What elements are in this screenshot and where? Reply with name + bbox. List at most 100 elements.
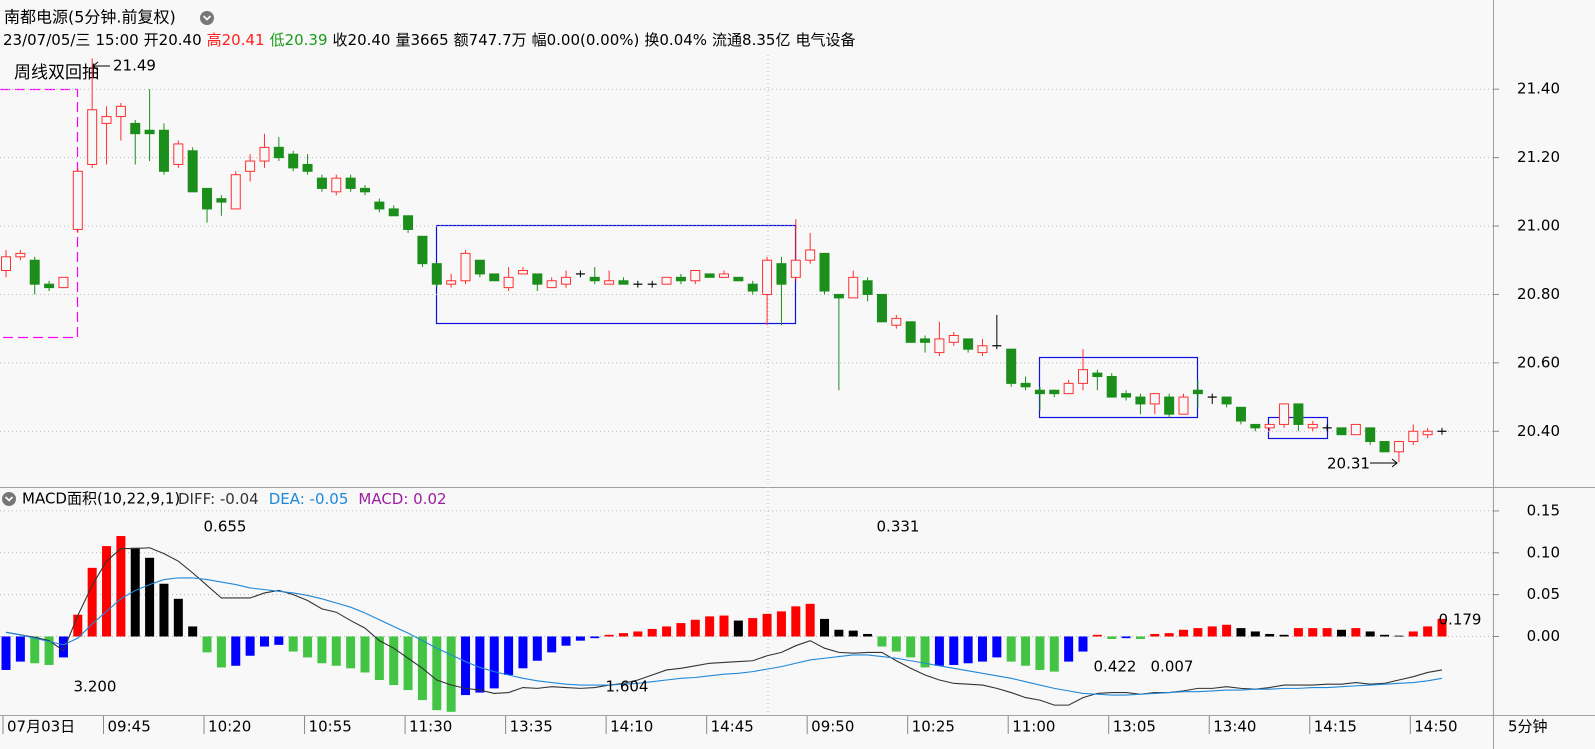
y-tick-label: 21.20 bbox=[1517, 148, 1560, 166]
macd-bar bbox=[647, 628, 657, 637]
candle-body bbox=[819, 252, 830, 292]
macd-bar bbox=[475, 636, 485, 693]
candle-body bbox=[977, 345, 988, 354]
candle-body bbox=[848, 276, 859, 299]
candle-body bbox=[403, 215, 414, 230]
candle-body bbox=[1020, 382, 1031, 388]
y-tick-label: 20.40 bbox=[1517, 422, 1560, 440]
macd-bar bbox=[274, 636, 284, 645]
macd-bar bbox=[346, 636, 356, 669]
y-tick-label: 21.00 bbox=[1517, 217, 1560, 235]
candle-body bbox=[532, 273, 543, 285]
candle-body bbox=[1135, 396, 1146, 405]
x-tick-label: 11:30 bbox=[409, 718, 452, 736]
candle-body bbox=[905, 321, 916, 343]
candle-body bbox=[675, 276, 686, 282]
legend-entry: DIFF: -0.04 bbox=[178, 490, 259, 508]
area-label: 0.655 bbox=[204, 518, 247, 536]
y-tick-label: 20.60 bbox=[1517, 353, 1560, 371]
macd-bar bbox=[259, 636, 269, 647]
macd-bar bbox=[848, 630, 858, 637]
macd-bar bbox=[145, 557, 155, 637]
macd-bar bbox=[906, 636, 916, 658]
macd-bar bbox=[748, 618, 758, 637]
candle-body bbox=[360, 187, 370, 193]
macd-bar bbox=[202, 636, 212, 653]
annotation: 周线双回抽 bbox=[14, 63, 99, 83]
macd-bar bbox=[1035, 636, 1045, 670]
macd-bar bbox=[877, 636, 887, 647]
macd-bar bbox=[73, 614, 83, 637]
candle-body bbox=[345, 177, 356, 189]
macd-bar bbox=[87, 567, 97, 637]
x-tick-label: 11:00 bbox=[1012, 718, 1055, 736]
menu-icon[interactable] bbox=[2, 492, 16, 506]
macd-bar bbox=[15, 636, 25, 662]
macd-bar bbox=[618, 633, 628, 637]
candle-body bbox=[546, 280, 557, 289]
macd-bar bbox=[963, 636, 973, 664]
quote-field: 收20.40 bbox=[333, 31, 391, 49]
macd-bar bbox=[245, 636, 255, 656]
candle-body bbox=[704, 273, 715, 278]
x-tick-label: 09:45 bbox=[108, 718, 151, 736]
macd-bar bbox=[791, 606, 801, 637]
candle-body bbox=[1235, 406, 1246, 422]
candle-body bbox=[589, 276, 600, 282]
area-label: 1.604 bbox=[606, 678, 649, 696]
macd-bar bbox=[102, 546, 112, 637]
period-label[interactable]: 5分钟 bbox=[1508, 718, 1548, 736]
annotation: 20.31 bbox=[1327, 455, 1370, 473]
candle-body bbox=[115, 105, 126, 118]
macd-bar bbox=[1308, 628, 1318, 637]
candle-body bbox=[173, 143, 184, 165]
candle-body bbox=[446, 280, 457, 285]
y-tick-label: 0.00 bbox=[1527, 627, 1560, 645]
macd-bar bbox=[1049, 636, 1059, 672]
macd-bar bbox=[1365, 631, 1375, 637]
macd-bar bbox=[1006, 636, 1016, 662]
quote-field: 换0.04% bbox=[644, 31, 707, 49]
candle-body bbox=[1078, 369, 1088, 384]
macd-bar bbox=[389, 636, 399, 686]
macd-bar bbox=[676, 623, 686, 637]
candle-body bbox=[1192, 389, 1203, 395]
macd-bar bbox=[920, 636, 930, 668]
macd-bar bbox=[44, 636, 54, 665]
candle-body bbox=[72, 170, 83, 230]
candle-body bbox=[259, 146, 270, 162]
macd-bar bbox=[1078, 636, 1088, 652]
candle-body bbox=[1121, 393, 1132, 398]
macd-bar bbox=[633, 631, 643, 637]
macd-bar bbox=[1250, 631, 1260, 637]
menu-icon[interactable] bbox=[200, 11, 214, 25]
pattern-box bbox=[0, 88, 79, 339]
macd-bar bbox=[403, 636, 413, 691]
macd-bar bbox=[1092, 634, 1102, 637]
macd-bar bbox=[1437, 618, 1447, 637]
legend-entry: MACD: 0.02 bbox=[358, 490, 446, 508]
candle-body bbox=[833, 293, 844, 299]
candle-body bbox=[1307, 423, 1318, 429]
quote-field: 流通8.35亿 bbox=[712, 31, 790, 49]
quote-field: 幅0.00(0.00%) bbox=[532, 31, 640, 49]
macd-bar bbox=[374, 636, 384, 681]
candle-body bbox=[1379, 441, 1390, 453]
y-tick-label: 0.10 bbox=[1527, 543, 1560, 561]
quote-field: 电气设备 bbox=[795, 31, 855, 49]
quote-field: 额747.7万 bbox=[454, 31, 527, 49]
macd-bar bbox=[1135, 636, 1145, 639]
candle-body bbox=[1336, 427, 1347, 436]
candle-body bbox=[1365, 427, 1376, 443]
chart-title: 南都电源(5分钟.前复权) bbox=[4, 8, 176, 27]
candle-body bbox=[1006, 348, 1017, 384]
x-tick-label: 14:15 bbox=[1314, 718, 1357, 736]
macd-bar bbox=[1279, 634, 1289, 637]
macd-bar bbox=[288, 636, 298, 652]
area-label: 0.179 bbox=[1439, 611, 1482, 629]
candle-body bbox=[302, 163, 313, 172]
quote-field: 高20.41 bbox=[207, 31, 265, 49]
candle-body bbox=[316, 177, 327, 189]
candle-body bbox=[790, 259, 801, 278]
x-tick-label: 14:50 bbox=[1414, 718, 1457, 736]
